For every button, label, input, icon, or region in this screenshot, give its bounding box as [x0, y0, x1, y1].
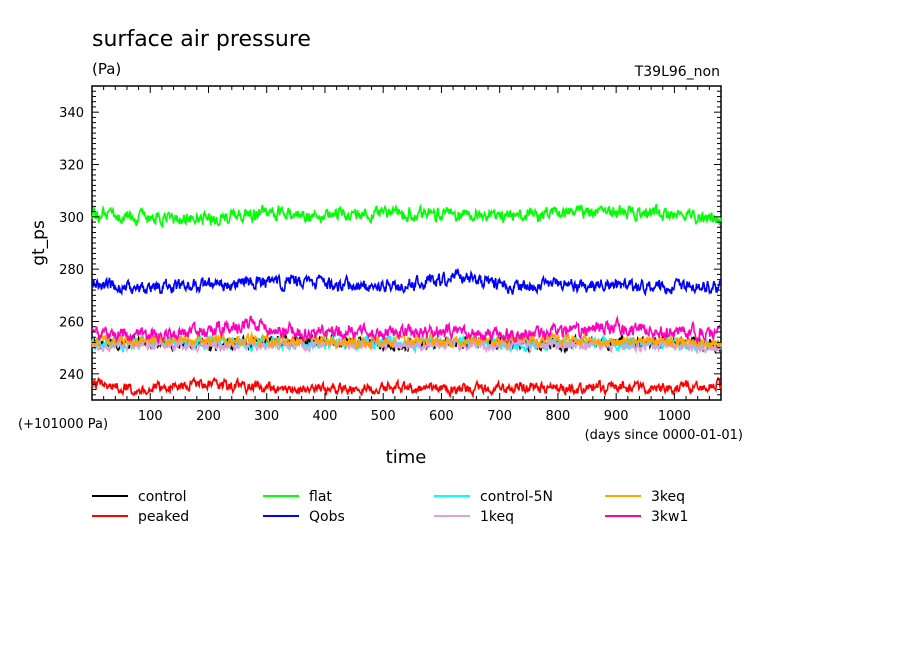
- legend-label: peaked: [138, 509, 189, 525]
- x-tick-label: 1000: [658, 409, 691, 424]
- series-line-flat: [91, 203, 722, 229]
- x-tick-label: 700: [487, 409, 512, 424]
- legend-label: 1keq: [480, 509, 514, 525]
- legend-label: control: [138, 489, 187, 505]
- legend-label: flat: [309, 489, 332, 505]
- legend-item-control-5N: control-5N: [434, 489, 553, 505]
- x-axis-label: time: [386, 447, 427, 468]
- x-tick-label: 200: [196, 409, 221, 424]
- series-line-3keq: [91, 330, 722, 351]
- y-tick-label: 240: [59, 368, 84, 383]
- x-tick-label: 800: [546, 409, 571, 424]
- plot-frame: [91, 85, 722, 401]
- x-tick-label: 500: [371, 409, 396, 424]
- x-tick-label: 600: [429, 409, 454, 424]
- legend-item-peaked: peaked: [92, 509, 189, 525]
- y-tick-label: 260: [59, 316, 84, 331]
- y-tick-label: 320: [59, 159, 84, 174]
- series-line-Qobs: [91, 267, 722, 297]
- legend-label: 3keq: [651, 489, 685, 505]
- series-line-3kw1: [91, 314, 722, 345]
- legend-item-flat: flat: [263, 489, 332, 505]
- x-axis-unit-note: (days since 0000-01-01): [585, 428, 743, 443]
- series-line-peaked: [91, 376, 722, 399]
- y-axis-label: gt_ps: [29, 220, 49, 266]
- legend-item-Qobs: Qobs: [263, 509, 345, 525]
- series-layer: [91, 203, 722, 399]
- plot-area: 100 200 300 400 500 600 700 800 900 1000 240 260 280…: [59, 85, 722, 424]
- experiment-tag: T39L96_non: [634, 64, 720, 80]
- y-tick-label: 280: [59, 263, 84, 278]
- y-tick-label: 300: [59, 211, 84, 226]
- y-tick-label: 340: [59, 106, 84, 121]
- legend-item-1keq: 1keq: [434, 509, 514, 525]
- x-tick-label: 300: [254, 409, 279, 424]
- legend-item-3kw1: 3kw1: [605, 509, 688, 525]
- legend-label: control-5N: [480, 489, 553, 505]
- y-offset-note: (+101000 Pa): [18, 417, 108, 432]
- chart-subtitle: (Pa): [92, 60, 121, 78]
- legend-item-control: control: [92, 489, 187, 505]
- x-tick-label: 400: [313, 409, 338, 424]
- x-tick-label: 100: [138, 409, 163, 424]
- axis-layer: 100 200 300 400 500 600 700 800 900 1000 240 260 280…: [59, 86, 721, 424]
- legend-item-3keq: 3keq: [605, 489, 685, 505]
- chart-title: surface air pressure: [92, 27, 311, 52]
- legend: control peaked flat Qobs control-5N 1keq 3keq 3…: [92, 489, 688, 525]
- legend-label: Qobs: [309, 509, 345, 525]
- legend-label: 3kw1: [651, 509, 688, 525]
- x-tick-label: 900: [604, 409, 629, 424]
